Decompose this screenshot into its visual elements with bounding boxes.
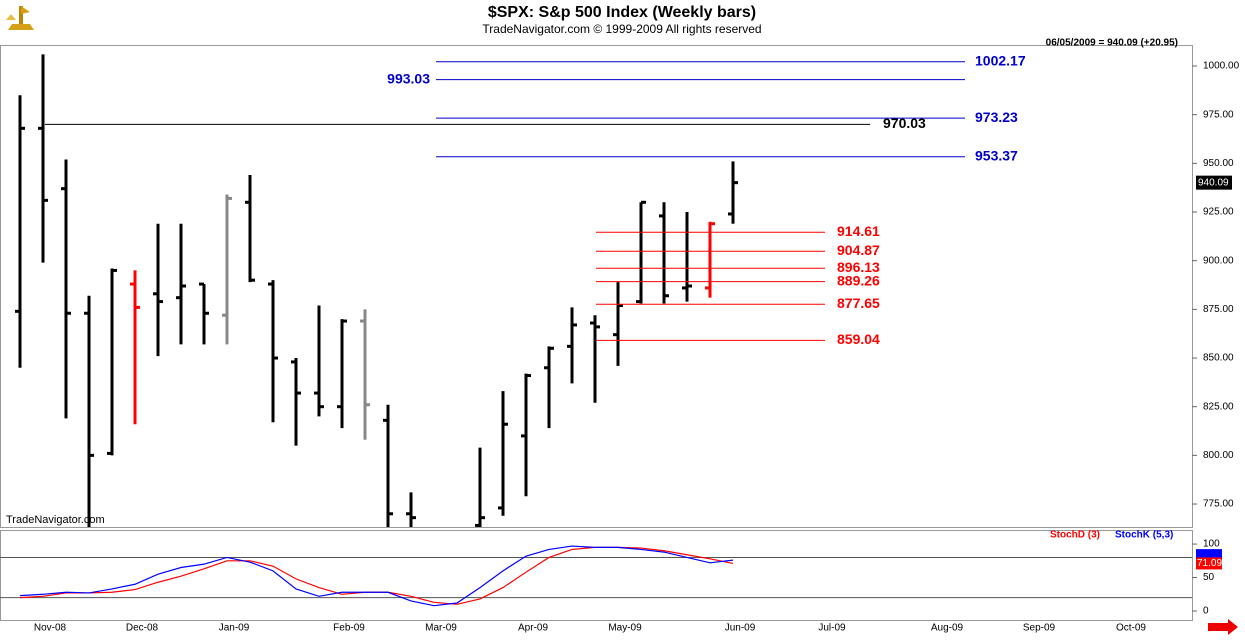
y-tick-label: 925.00 <box>1203 207 1234 218</box>
x-tick-label: Jul-09 <box>818 623 846 634</box>
y-tick-label: 875.00 <box>1203 304 1234 315</box>
y-tick-label: 50 <box>1203 572 1215 583</box>
level-label: 904.87 <box>837 242 880 258</box>
stoch-line <box>19 545 734 607</box>
price-panel <box>0 45 1193 528</box>
y-tick-label: 975.00 <box>1203 109 1234 120</box>
chart-title: $SPX: S&p 500 Index (Weekly bars) <box>488 4 756 21</box>
y-tick-label: 825.00 <box>1203 401 1234 412</box>
x-tick-label: Feb-09 <box>333 623 365 634</box>
level-label: 973.23 <box>975 109 1018 125</box>
y-tick-label: 800.00 <box>1203 450 1234 461</box>
y-tick-label: 1000.00 <box>1203 61 1240 72</box>
y-tick-label: 0 <box>1203 606 1209 617</box>
x-tick-label: Mar-09 <box>425 623 457 634</box>
x-tick-label: Jan-09 <box>219 623 250 634</box>
chart-subtitle: TradeNavigator.com © 1999-2009 All right… <box>482 22 761 36</box>
x-tick-label: Sep-09 <box>1023 623 1056 634</box>
last-price-box <box>1196 175 1232 190</box>
last-price: 940.09 <box>1198 177 1229 188</box>
x-tick-label: Jun-09 <box>725 623 756 634</box>
x-tick-label: Oct-09 <box>1116 623 1146 634</box>
legend-entry: StochD (3) <box>1050 530 1100 541</box>
x-tick-label: May-09 <box>608 623 642 634</box>
stoch-panel <box>0 530 1193 621</box>
y-tick-label: 950.00 <box>1203 158 1234 169</box>
last-value: 71.09 <box>1197 558 1222 569</box>
level-label: 953.37 <box>975 148 1018 164</box>
last-quote: 06/05/2009 = 940.09 (+20.95) <box>1046 38 1178 49</box>
level-label: 993.03 <box>387 70 430 86</box>
level-label: 859.04 <box>837 331 880 347</box>
x-tick-label: Apr-09 <box>518 623 548 634</box>
x-tick-label: Aug-09 <box>931 623 964 634</box>
x-tick-label: Nov-08 <box>34 623 67 634</box>
level-label: 896.13 <box>837 259 880 275</box>
level-label: 877.65 <box>837 295 880 311</box>
y-tick-label: 850.00 <box>1203 353 1234 364</box>
x-tick-label: Dec-08 <box>126 623 159 634</box>
y-tick-label: 900.00 <box>1203 255 1234 266</box>
bars <box>15 54 738 527</box>
watermark: TradeNavigator.com <box>6 514 105 526</box>
scroll-arrow[interactable] <box>1208 619 1238 635</box>
y-tick-label: 100 <box>1203 539 1220 550</box>
y-tick-label: 775.00 <box>1203 499 1234 510</box>
logo <box>6 6 34 30</box>
level-label: 889.26 <box>837 272 880 288</box>
level-label: 970.03 <box>883 115 926 131</box>
legend-entry: StochK (5,3) <box>1115 530 1173 541</box>
last-value-box <box>1196 557 1222 570</box>
level-label: 1002.17 <box>975 53 1026 69</box>
level-label: 914.61 <box>837 223 880 239</box>
